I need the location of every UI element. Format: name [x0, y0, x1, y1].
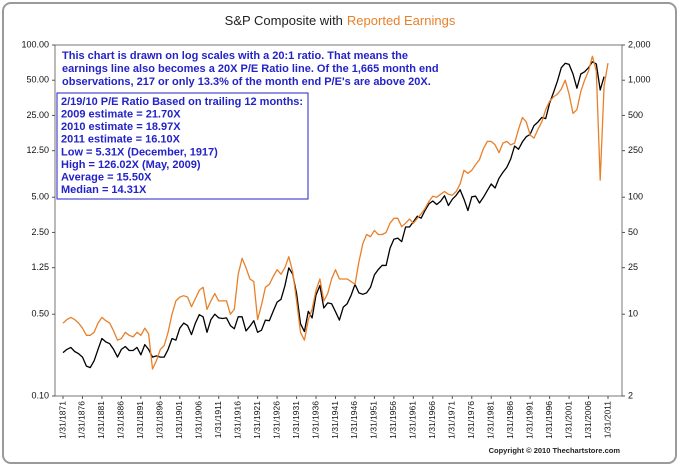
y2-tick-label: 10 [628, 309, 638, 319]
y-tick-label: 1.25 [31, 262, 49, 272]
y2-tick-label: 50 [628, 227, 638, 237]
annotation-box-line: 2011 estimate = 16.10X [61, 134, 181, 146]
x-tick-label: 1/31/1976 [466, 401, 476, 439]
x-tick-label: 1/31/1996 [544, 401, 554, 439]
copyright: Copyright © 2010 Thechartstore.com [489, 446, 621, 455]
annotation-box [56, 92, 309, 200]
title-text: S&P Composite with [225, 13, 343, 28]
annotation-box-line: Average = 15.50X [61, 172, 152, 184]
y2-tick-label: 250 [628, 145, 643, 155]
annotation-note: This chart is drawn on log scales with a… [62, 50, 408, 62]
x-tick-label: 1/31/1971 [447, 401, 457, 439]
series-line [62, 61, 605, 369]
x-tick-label: 1/31/1936 [310, 401, 320, 439]
y-tick-label: 100.00 [21, 39, 49, 49]
x-tick-label: 1/31/1941 [330, 401, 340, 439]
y-tick-label: 2.50 [31, 227, 49, 237]
y-tick-label: 0.50 [31, 309, 49, 319]
x-tick-label: 1/31/1911 [213, 401, 223, 438]
x-tick-label: 1/31/1951 [369, 401, 379, 439]
x-tick-label: 1/31/1986 [505, 401, 515, 439]
x-tick-label: 1/31/2001 [563, 401, 573, 439]
annotation-box-line: 2009 estimate = 21.70X [61, 109, 181, 121]
x-tick-label: 1/31/1921 [252, 401, 262, 439]
title-series-name: Reported Earnings [347, 13, 456, 28]
annotation-box-line: High = 126.02X (May, 2009) [61, 159, 201, 171]
annotation-box-line: 2/19/10 P/E Ratio Based on trailing 12 m… [61, 96, 303, 108]
y-tick-label: 5.00 [31, 192, 49, 202]
series-line [62, 55, 609, 370]
x-tick-label: 1/31/1876 [77, 401, 87, 439]
x-tick-label: 1/31/1901 [174, 401, 184, 439]
y-tick-label: 0.10 [31, 390, 49, 400]
x-tick-label: 1/31/2006 [583, 401, 593, 439]
x-tick-label: 1/31/1931 [291, 401, 301, 439]
x-tick-label: 1/31/1906 [194, 401, 204, 439]
x-tick-label: 1/31/1946 [349, 401, 359, 439]
x-tick-label: 1/31/1891 [135, 401, 145, 439]
x-tick-label: 1/31/1961 [408, 401, 418, 439]
x-tick-label: 1/31/1896 [155, 401, 165, 439]
y2-tick-label: 500 [628, 110, 643, 120]
y-tick-label: 50.00 [26, 75, 49, 85]
chart-title: S&P Composite with Reported Earnings [225, 13, 456, 28]
x-tick-label: 1/31/1926 [271, 401, 281, 439]
y2-tick-label: 100 [628, 192, 643, 202]
plot-area [54, 44, 623, 397]
y-tick-label: 12.50 [26, 145, 49, 155]
y2-tick-label: 25 [628, 262, 638, 272]
annotation-box-line: Median = 14.31X [61, 184, 147, 196]
x-tick-label: 1/31/1871 [57, 401, 67, 439]
x-tick-label: 1/31/1956 [388, 401, 398, 439]
x-tick-label: 1/31/1916 [232, 401, 242, 439]
y2-tick-label: 1,000 [628, 75, 651, 85]
y-tick-label: 25.00 [26, 110, 49, 120]
x-tick-label: 1/31/1966 [427, 401, 437, 439]
y2-tick-label: 2,000 [628, 39, 651, 49]
annotation-box-line: 2010 estimate = 18.97X [61, 121, 181, 133]
x-tick-label: 1/31/1991 [524, 401, 534, 439]
x-tick-label: 1/31/2011 [602, 401, 612, 438]
annotation-note: observations, 217 or only 13.3% of the m… [62, 76, 431, 88]
x-tick-label: 1/31/1981 [485, 401, 495, 439]
annotation-note: earnings line also becomes a 20X P/E Rat… [62, 63, 439, 75]
x-tick-label: 1/31/1881 [96, 401, 106, 439]
y2-tick-label: 2 [628, 390, 633, 400]
annotation-box-line: Low = 5.31X (December, 1917) [61, 146, 218, 158]
x-tick-label: 1/31/1886 [116, 401, 126, 439]
